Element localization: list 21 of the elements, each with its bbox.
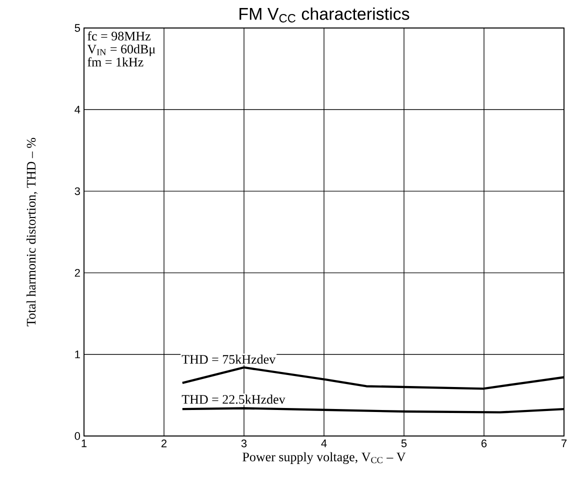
- x-tick-label: 3: [241, 440, 247, 448]
- y-tick-label: 1: [75, 350, 80, 358]
- x-tick-label: 1: [82, 440, 87, 448]
- y-tick-label: 3: [74, 187, 80, 196]
- annotation: V$_{IN}$ = 60dBμ: [87, 44, 156, 56]
- y-tick-label: 5: [74, 24, 80, 32]
- x-axis-title: Power supply voltage, V$_{CC}$ – V: [242, 452, 406, 464]
- chart-title: FM V$_{CC}$ characteristics: [240, 7, 410, 22]
- y-tick-label: 2: [74, 268, 80, 277]
- annotation: fm = 1kHz: [88, 57, 144, 66]
- y-tick-label: 0: [74, 432, 80, 440]
- series-label: THD = 22.5kHzdev: [182, 394, 286, 404]
- y-tick-label: 4: [74, 106, 80, 114]
- x-tick-label: 4: [321, 440, 327, 448]
- annotation: fc = 98MHz: [88, 31, 150, 40]
- y-axis-title: Total harmonic distortion, THD – %: [26, 138, 38, 326]
- x-tick-label: 6: [482, 440, 487, 448]
- x-tick-label: 7: [562, 440, 567, 448]
- x-tick-label: 5: [401, 440, 407, 448]
- series-label: THD = 75kHzdev: [182, 354, 276, 364]
- x-tick-label: 2: [161, 440, 167, 448]
